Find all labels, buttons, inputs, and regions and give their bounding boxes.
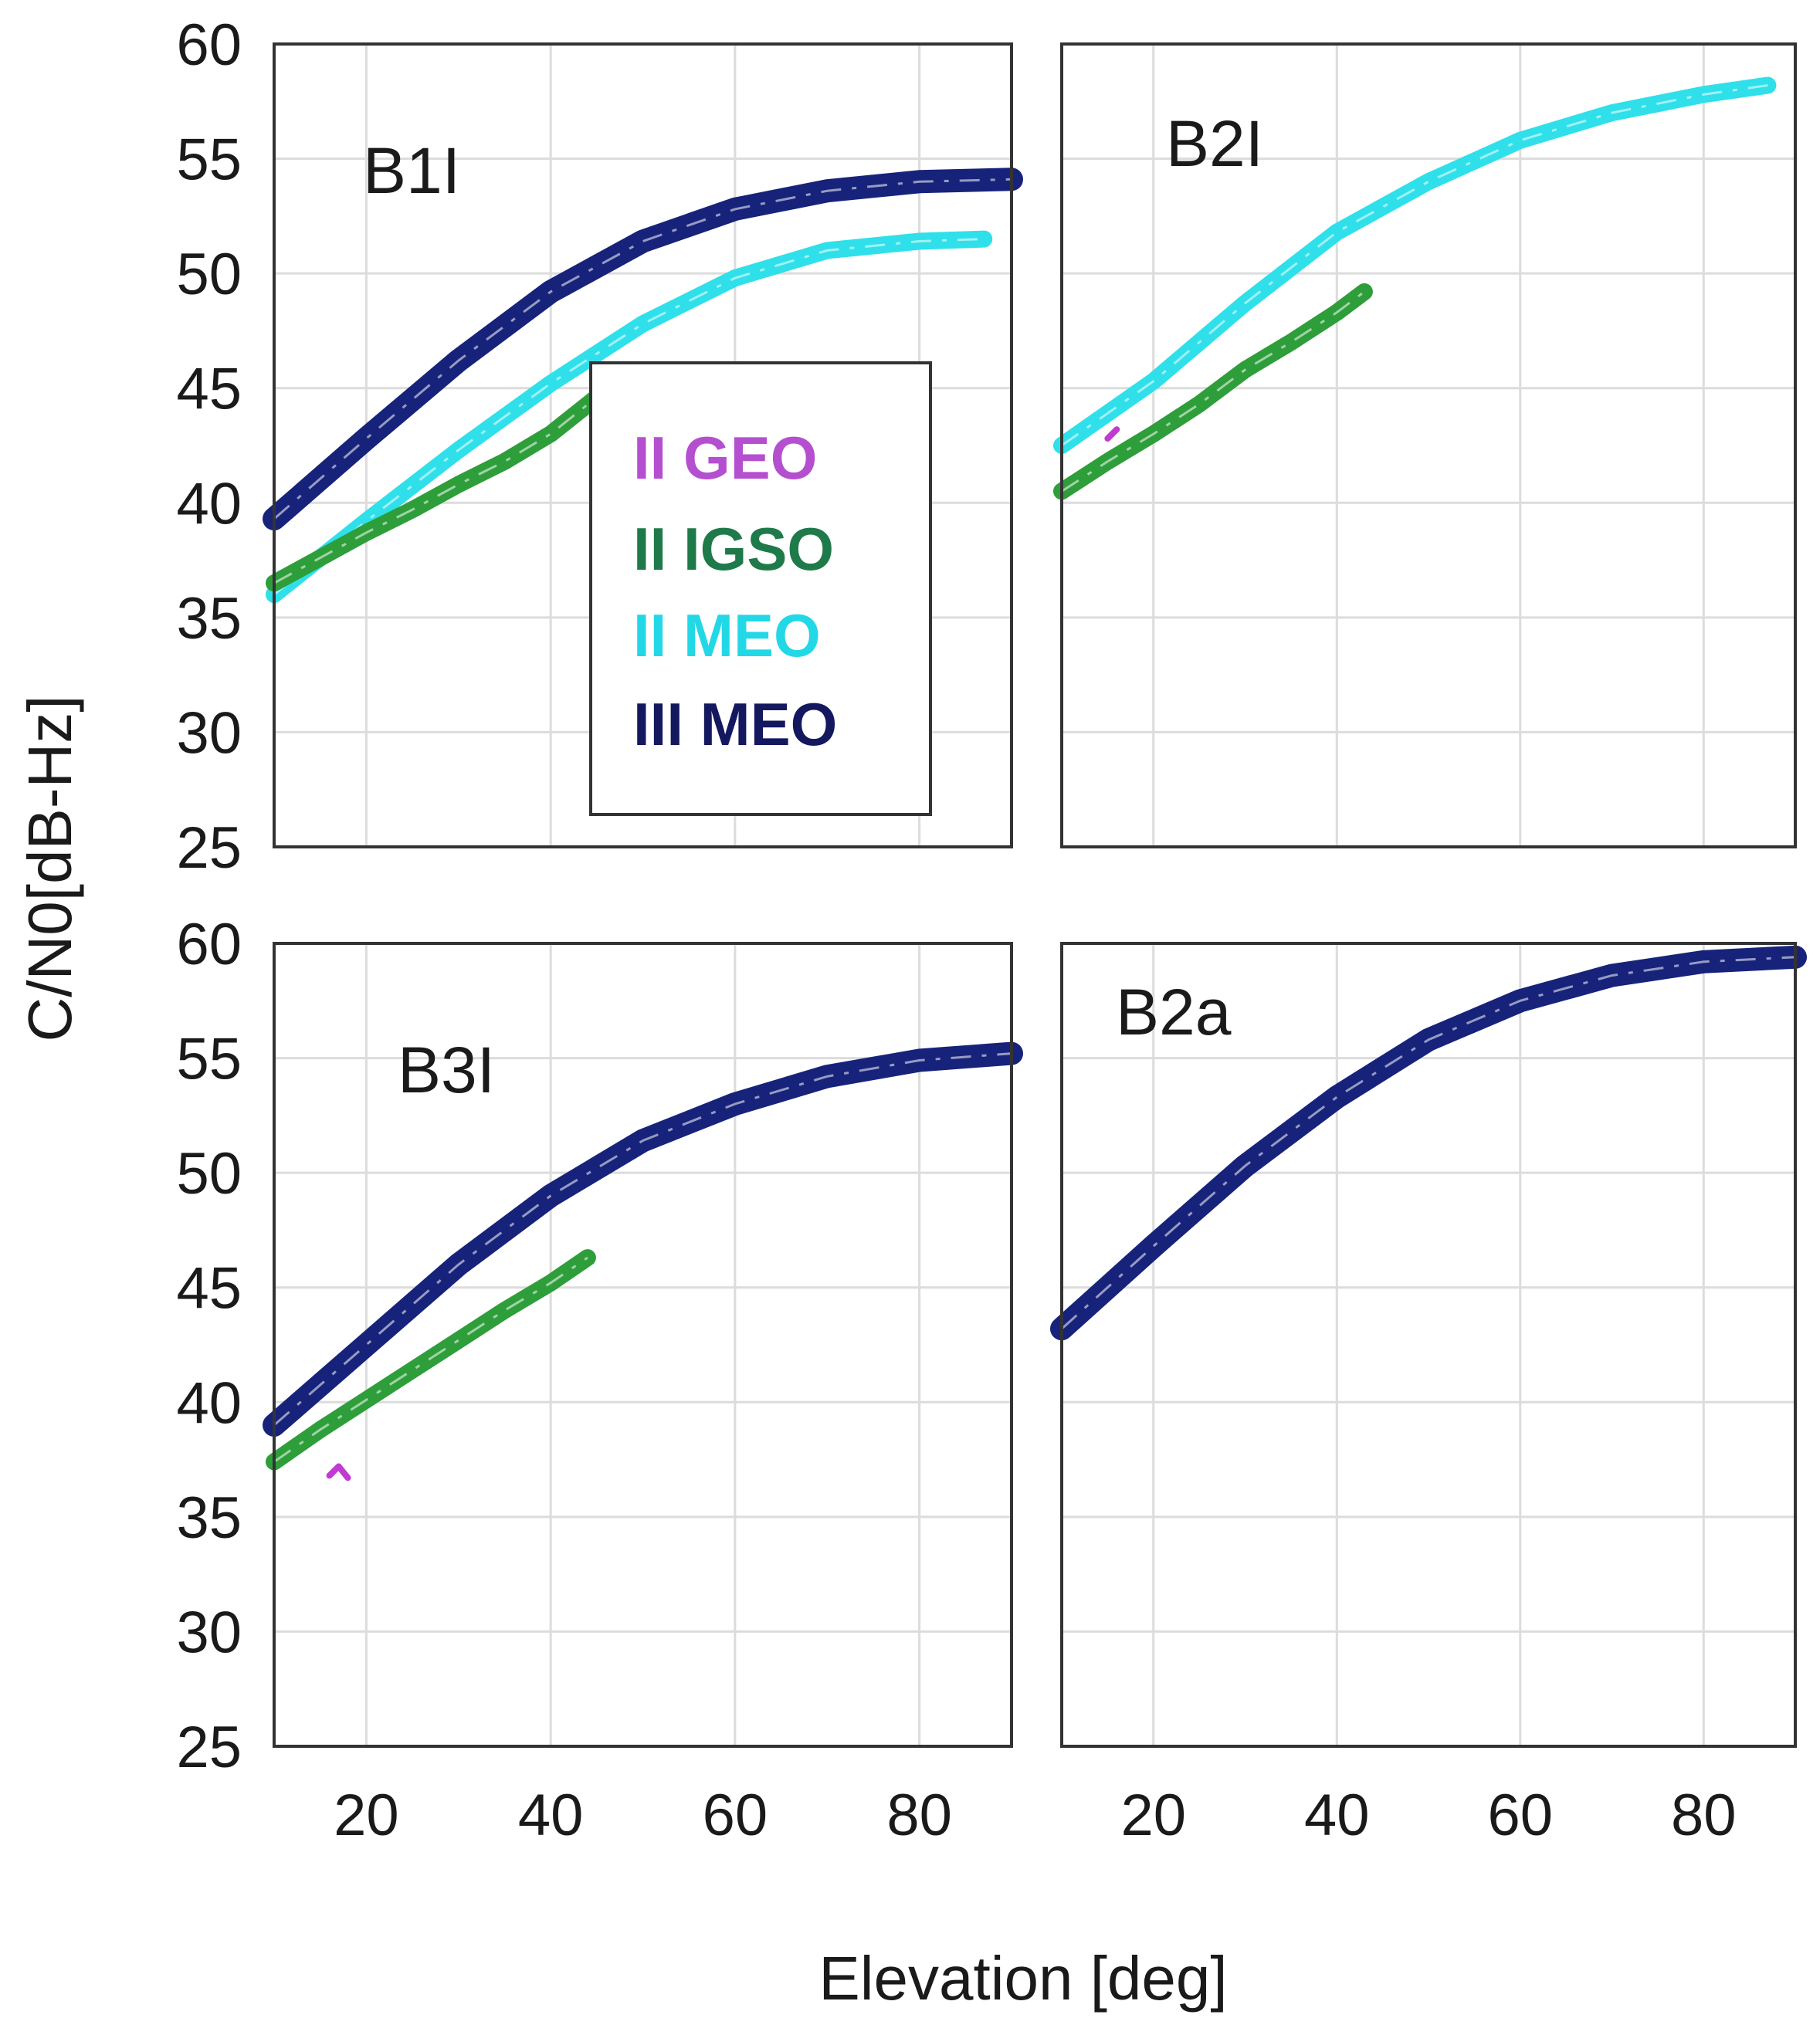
series-ii-igso-trace [273,1256,588,1463]
y-tick-label: 50 [176,242,242,307]
y-tick-label: 60 [176,912,242,977]
series-ii-igso-trace [273,396,598,584]
series-iii-meo-trace [273,1052,1012,1427]
panel-label: B2I [1166,107,1263,180]
series-iii-meo-line [263,1041,1023,1437]
legend-entry-ii-meo: II MEO [633,601,821,669]
y-axis-title: C/N0[dB-Hz] [15,696,84,1042]
y-tick-label: 40 [176,1370,242,1436]
panel-frame [273,942,1013,1748]
y-tick-label: 30 [176,1600,242,1665]
panel-label: B1I [363,134,460,207]
x-tick-label: 80 [886,1783,952,1848]
panel-b1i: B1I 25 30 35 40 45 50 55 60 [176,12,1023,881]
panel-frame [1060,42,1797,848]
panel-b2a: B2a 20 40 60 80 [1050,942,1807,1848]
x-tick-label: 60 [1487,1783,1553,1848]
y-tick-label: 35 [176,1485,242,1551]
y-tick-label: 55 [176,1027,242,1092]
series-ii-geo-line [1104,426,1120,442]
legend-box [589,361,932,816]
panel-frame [273,42,1013,848]
series-ii-meo-trace [273,238,985,596]
x-tick-label: 60 [703,1783,768,1848]
series-ii-meo-trace [1061,84,1768,447]
panel-b2i: B2I [1053,42,1797,848]
x-tick-label: 40 [518,1783,584,1848]
x-axis-title: Elevation [deg] [818,1944,1227,2013]
series-ii-igso-trace [1061,290,1365,493]
panel-b3i: B3I 25 30 35 40 45 50 55 60 20 40 60 80 [176,912,1023,1848]
y-tick-label: 45 [176,357,242,422]
x-tick-label: 20 [334,1783,399,1848]
panels-layer: B1I 25 30 35 40 45 50 55 60 B2I B3I 25 30 35 40 45 50 55 6… [176,12,1807,1848]
legend-entry-ii-igso: II IGSO [633,515,834,583]
panel-label: B3I [398,1034,495,1106]
series-iii-meo-line [263,168,1023,531]
y-tick-label: 45 [176,1256,242,1322]
y-tick-label: 30 [176,700,242,766]
series-iii-meo-trace [1060,956,1796,1330]
legend: II GEO II IGSO II MEO III MEO [589,361,932,816]
x-tick-label: 20 [1120,1783,1186,1848]
panel-label: B2a [1116,976,1232,1048]
y-tick-label: 35 [176,586,242,652]
y-tick-label: 60 [176,12,242,78]
y-tick-label: 25 [176,1715,242,1780]
panel-frame [1060,942,1797,1748]
y-tick-label: 55 [176,127,242,193]
legend-entry-ii-geo: II GEO [633,424,817,492]
y-tick-label: 25 [176,815,242,881]
series-ii-geo-line [326,1463,351,1481]
x-tick-label: 40 [1304,1783,1370,1848]
y-tick-label: 40 [176,471,242,537]
x-tick-label: 80 [1671,1783,1737,1848]
y-tick-label: 50 [176,1141,242,1207]
legend-entry-iii-meo: III MEO [633,690,837,758]
